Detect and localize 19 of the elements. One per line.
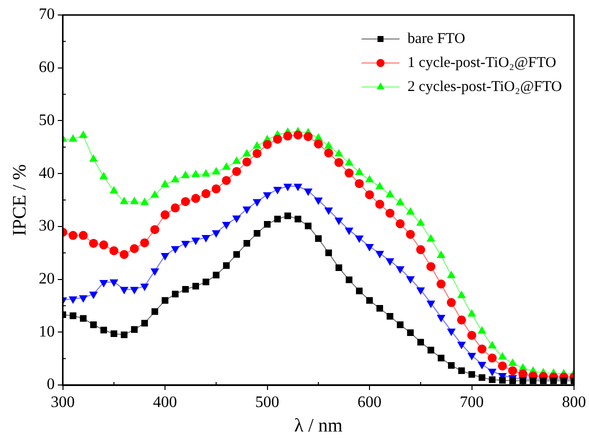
y-tick-label: 20 — [38, 270, 55, 288]
x-axis-title: λ / nm — [294, 416, 343, 437]
x-tick-label: 500 — [255, 394, 280, 411]
legend-label: 1 cycle-post-TiO₂@FTO — [408, 54, 556, 71]
y-tick-label: 40 — [38, 164, 55, 182]
y-tick-label: 10 — [38, 323, 55, 340]
y-tick-label: 70 — [38, 6, 55, 24]
x-tick-label: 600 — [358, 394, 382, 411]
legend-label: bare FTO — [408, 30, 466, 47]
y-tick-label: 0 — [46, 376, 55, 394]
y-axis-title: IPCE / % — [9, 164, 30, 236]
x-tick-label: 700 — [460, 394, 484, 411]
x-tick-label: 400 — [153, 394, 178, 411]
y-tick-label: 30 — [38, 218, 55, 235]
y-tick-label: 60 — [38, 59, 55, 76]
x-tick-label: 300 — [50, 394, 75, 411]
legend-label: 2 cycles-post-TiO₂@FTO — [408, 78, 562, 95]
x-tick-label: 800 — [562, 394, 586, 411]
y-tick-label: 50 — [38, 112, 55, 129]
